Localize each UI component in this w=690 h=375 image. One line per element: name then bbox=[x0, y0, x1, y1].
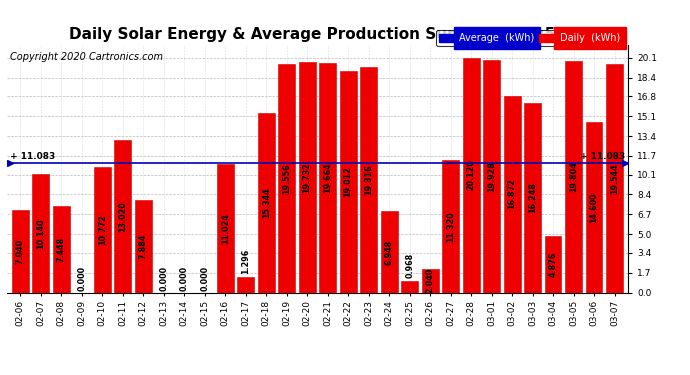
Bar bbox=[299, 62, 315, 292]
Text: Copyright 2020 Cartronics.com: Copyright 2020 Cartronics.com bbox=[10, 53, 163, 62]
Text: 0.000: 0.000 bbox=[159, 266, 168, 291]
Bar bbox=[422, 268, 439, 292]
Bar bbox=[319, 63, 336, 292]
Bar bbox=[12, 210, 28, 292]
Text: 19.316: 19.316 bbox=[364, 164, 373, 195]
Text: 7.040: 7.040 bbox=[16, 239, 25, 264]
Bar bbox=[544, 236, 562, 292]
Bar bbox=[278, 64, 295, 292]
Text: 19.732: 19.732 bbox=[303, 162, 312, 193]
Bar bbox=[360, 67, 377, 292]
Bar bbox=[381, 211, 397, 292]
Text: + 11.083: + 11.083 bbox=[580, 152, 625, 161]
Text: 20.120: 20.120 bbox=[466, 160, 475, 190]
Text: 11.320: 11.320 bbox=[446, 211, 455, 242]
Bar bbox=[483, 60, 500, 292]
Text: 0.000: 0.000 bbox=[200, 266, 209, 291]
Text: 0.000: 0.000 bbox=[179, 266, 188, 291]
Bar bbox=[524, 103, 541, 292]
Legend: Average  (kWh), Daily  (kWh): Average (kWh), Daily (kWh) bbox=[436, 30, 623, 46]
Bar bbox=[607, 64, 623, 292]
Text: 7.884: 7.884 bbox=[139, 234, 148, 259]
Text: 16.248: 16.248 bbox=[528, 182, 537, 213]
Text: 4.876: 4.876 bbox=[549, 251, 558, 277]
Bar bbox=[94, 167, 110, 292]
Text: 6.948: 6.948 bbox=[384, 239, 393, 265]
Bar bbox=[258, 113, 275, 292]
Text: 13.020: 13.020 bbox=[118, 201, 127, 232]
Bar bbox=[32, 174, 49, 292]
Text: 11.024: 11.024 bbox=[221, 213, 230, 243]
Bar bbox=[237, 278, 254, 292]
Text: 19.664: 19.664 bbox=[323, 162, 332, 193]
Title: Daily Solar Energy & Average Production Sun Mar 8 18:54: Daily Solar Energy & Average Production … bbox=[69, 27, 566, 42]
Bar bbox=[53, 206, 70, 292]
Text: 14.600: 14.600 bbox=[589, 192, 599, 223]
Bar bbox=[565, 61, 582, 292]
Text: 16.872: 16.872 bbox=[508, 178, 517, 210]
Text: 15.344: 15.344 bbox=[262, 188, 270, 218]
Text: 10.140: 10.140 bbox=[36, 218, 46, 249]
Bar bbox=[463, 58, 480, 292]
Bar bbox=[135, 201, 152, 292]
Text: 19.544: 19.544 bbox=[610, 163, 619, 194]
Text: 19.012: 19.012 bbox=[344, 166, 353, 197]
Bar bbox=[586, 122, 602, 292]
Text: 19.928: 19.928 bbox=[487, 161, 496, 192]
Text: + 11.083: + 11.083 bbox=[10, 152, 55, 161]
Text: 0.000: 0.000 bbox=[77, 266, 86, 291]
Text: 0.968: 0.968 bbox=[405, 252, 414, 278]
Bar bbox=[115, 141, 131, 292]
Text: 19.804: 19.804 bbox=[569, 162, 578, 192]
Text: 10.772: 10.772 bbox=[98, 214, 107, 245]
Text: 7.448: 7.448 bbox=[57, 236, 66, 262]
Text: 2.040: 2.040 bbox=[426, 268, 435, 293]
Bar bbox=[217, 164, 234, 292]
Text: 19.556: 19.556 bbox=[282, 163, 291, 194]
Bar bbox=[401, 281, 418, 292]
Bar bbox=[504, 96, 520, 292]
Bar bbox=[339, 70, 357, 292]
Text: 1.296: 1.296 bbox=[241, 249, 250, 274]
Bar bbox=[442, 160, 459, 292]
